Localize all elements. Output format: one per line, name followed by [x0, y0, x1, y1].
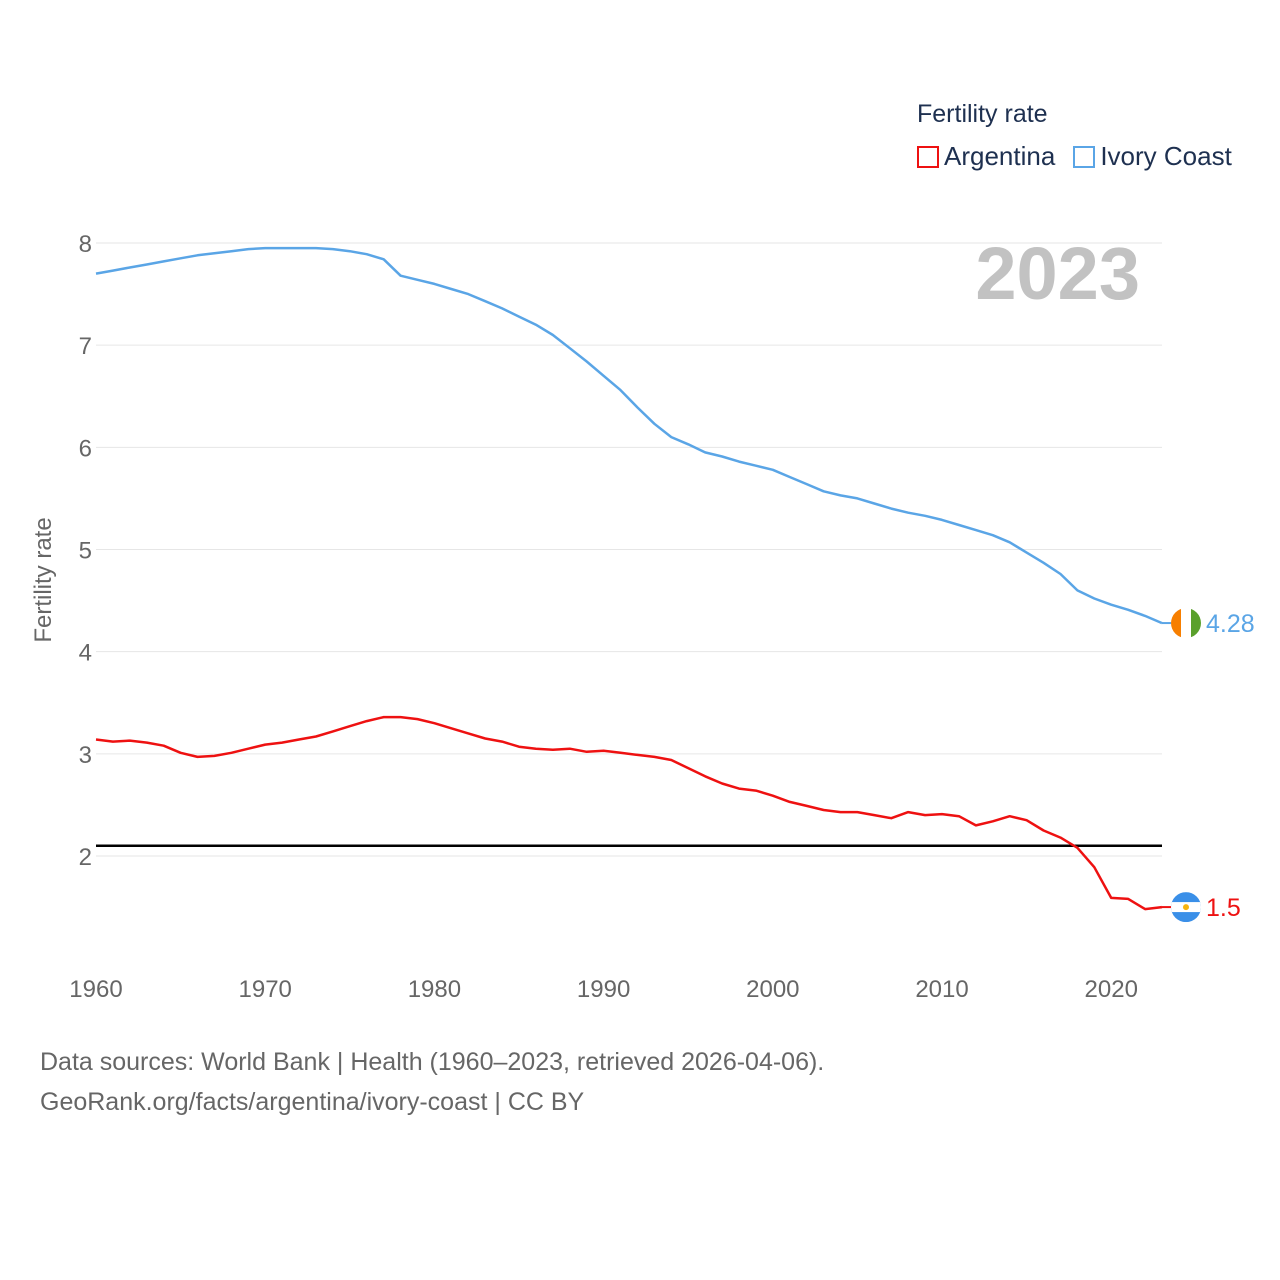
legend-title: Fertility rate [917, 100, 1048, 128]
source-line-1: Data sources: World Bank | Health (1960–… [40, 1048, 825, 1076]
legend-label-ivory-coast: Ivory Coast [1100, 141, 1232, 171]
x-axis-ticks: 1960 1970 1980 1990 2000 2010 2020 [69, 976, 1138, 1003]
y-tick-label-5: 5 [79, 538, 92, 565]
end-markers: 1.5 4.28 [1162, 608, 1255, 923]
line-chart: 2 3 4 5 6 7 8 1960 1970 1980 1990 2000 2010 2020 202… [30, 231, 1255, 1003]
legend: Argentina Ivory Coast [917, 141, 1250, 172]
legend-item-ivory-coast[interactable]: Ivory Coast [1073, 141, 1232, 172]
legend-item-argentina[interactable]: Argentina [917, 141, 1055, 172]
flag-argentina-icon [1171, 892, 1201, 923]
y-axis-ticks: 2 3 4 5 6 7 8 [79, 231, 92, 871]
flag-ivory-coast-icon [1171, 608, 1201, 639]
x-tick-label-1980: 1980 [408, 976, 461, 1003]
y-tick-label-4: 4 [79, 640, 92, 667]
x-tick-label-2010: 2010 [915, 976, 968, 1003]
end-label-argentina: 1.5 [1206, 894, 1241, 922]
data-source-note: Data sources: World Bank | Health (1960–… [40, 1042, 824, 1122]
legend-swatch-ivory-coast [1073, 145, 1096, 168]
gridlines [96, 242, 1162, 857]
x-tick-label-2000: 2000 [746, 976, 799, 1003]
source-line-2[interactable]: GeoRank.org/facts/argentina/ivory-coast … [40, 1088, 585, 1116]
series-lines [95, 246, 1163, 911]
x-tick-label-2020: 2020 [1085, 976, 1138, 1003]
x-tick-label-1960: 1960 [69, 976, 122, 1003]
series-line-argentina [95, 715, 1163, 911]
legend-label-argentina: Argentina [944, 141, 1056, 171]
legend-swatch-argentina [917, 145, 939, 168]
y-tick-label-3: 3 [79, 742, 92, 769]
y-tick-label-7: 7 [79, 333, 92, 360]
y-tick-label-2: 2 [79, 844, 92, 871]
series-line-ivory-coast [95, 246, 1163, 625]
year-label: 2023 [975, 232, 1140, 315]
y-axis-label: Fertility rate [30, 517, 57, 642]
end-label-ivory-coast: 4.28 [1206, 610, 1255, 638]
y-tick-label-8: 8 [79, 231, 92, 258]
y-tick-label-6: 6 [79, 435, 92, 462]
x-tick-label-1970: 1970 [239, 976, 292, 1003]
x-tick-label-1990: 1990 [577, 976, 630, 1003]
